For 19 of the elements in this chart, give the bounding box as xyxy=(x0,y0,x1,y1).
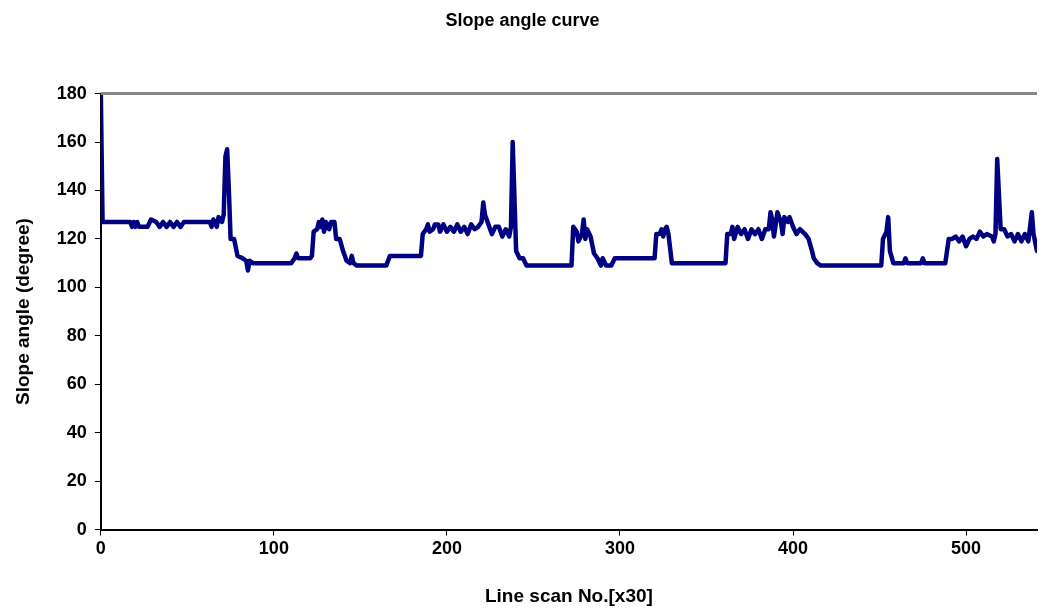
x-tick-label: 300 xyxy=(604,538,635,559)
y-tick-label: 40 xyxy=(66,421,87,442)
y-tick-label: 60 xyxy=(66,373,87,394)
y-tick-label: 180 xyxy=(56,82,87,103)
y-tick-label: 120 xyxy=(56,227,87,248)
x-tick-label: 100 xyxy=(258,538,289,559)
x-axis-title: Line scan No.[x30] xyxy=(484,584,653,606)
x-tick-label: 0 xyxy=(95,538,106,559)
y-tick-label: 80 xyxy=(66,324,87,345)
y-axis-title: Slope angle (degree) xyxy=(11,218,33,406)
y-tick-label: 160 xyxy=(56,131,87,152)
y-tick-label: 0 xyxy=(76,518,87,539)
y-tick-label: 100 xyxy=(56,276,87,297)
x-tick-label: 400 xyxy=(777,538,809,559)
y-tick-label: 20 xyxy=(66,470,87,491)
chart-title: Slope angle curve xyxy=(445,9,600,30)
y-tick-label: 140 xyxy=(56,179,87,200)
x-tick-label: 200 xyxy=(431,538,462,559)
x-tick-label: 500 xyxy=(951,538,982,559)
